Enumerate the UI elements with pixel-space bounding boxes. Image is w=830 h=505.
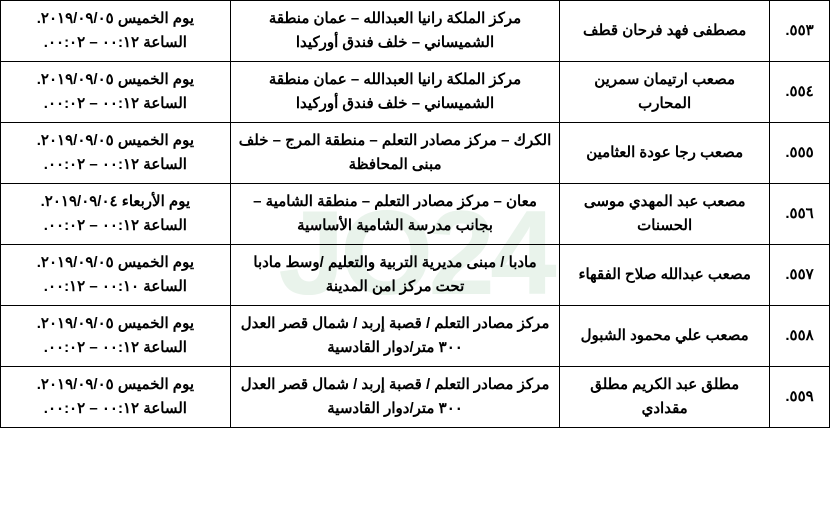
cell-name: مصعب ارتيمان سمرين المحارب	[560, 62, 770, 123]
cell-datetime: يوم الخميس ٢٠١٩/٠٩/٠٥. الساعة ٠٠:١٢ – ٠٠…	[1, 367, 231, 428]
time-text: الساعة ٠٠:١٢ – ٠٠:٠٢.	[9, 31, 222, 55]
time-text: الساعة ٠٠:١٢ – ٠٠:٠٢.	[9, 92, 222, 116]
date-text: يوم الخميس ٢٠١٩/٠٩/٠٥.	[9, 373, 222, 397]
time-text: الساعة ٠٠:١٢ – ٠٠:٠٢.	[9, 153, 222, 177]
table-row: .٥٥٦ مصعب عبد المهدي موسى الحسنات معان –…	[1, 184, 830, 245]
cell-index: .٥٥٨	[770, 306, 830, 367]
time-text: الساعة ٠٠:١٠ – ٠٠:١٢.	[9, 275, 222, 299]
cell-datetime: يوم الأربعاء ٢٠١٩/٠٩/٠٤. الساعة ٠٠:١٢ – …	[1, 184, 231, 245]
cell-datetime: يوم الخميس ٢٠١٩/٠٩/٠٥. الساعة ٠٠:١٢ – ٠٠…	[1, 1, 231, 62]
schedule-table: .٥٥٣ مصطفى فهد فرحان قطف مركز الملكة ران…	[0, 0, 830, 428]
cell-index: .٥٥٦	[770, 184, 830, 245]
cell-location: معان – مركز مصادر التعلم – منطقة الشامية…	[230, 184, 560, 245]
date-text: يوم الأربعاء ٢٠١٩/٠٩/٠٤.	[9, 190, 222, 214]
table-row: .٥٥٤ مصعب ارتيمان سمرين المحارب مركز الم…	[1, 62, 830, 123]
time-text: الساعة ٠٠:١٢ – ٠٠:٠٢.	[9, 336, 222, 360]
table-row: .٥٥٩ مطلق عبد الكريم مطلق مقدادي مركز مص…	[1, 367, 830, 428]
cell-datetime: يوم الخميس ٢٠١٩/٠٩/٠٥. الساعة ٠٠:١٢ – ٠٠…	[1, 62, 231, 123]
table-row: .٥٥٧ مصعب عبدالله صلاح الفقهاء مادبا / م…	[1, 245, 830, 306]
table-row: .٥٥٨ مصعب علي محمود الشبول مركز مصادر ال…	[1, 306, 830, 367]
date-text: يوم الخميس ٢٠١٩/٠٩/٠٥.	[9, 68, 222, 92]
table-row: .٥٥٥ مصعب رجا عودة العثامين الكرك – مركز…	[1, 123, 830, 184]
cell-location: مركز مصادر التعلم / قصبة إربد / شمال قصر…	[230, 367, 560, 428]
cell-location: الكرك – مركز مصادر التعلم – منطقة المرج …	[230, 123, 560, 184]
cell-name: مصعب عبدالله صلاح الفقهاء	[560, 245, 770, 306]
cell-datetime: يوم الخميس ٢٠١٩/٠٩/٠٥. الساعة ٠٠:١٢ – ٠٠…	[1, 123, 231, 184]
cell-name: مصعب علي محمود الشبول	[560, 306, 770, 367]
cell-location: مركز مصادر التعلم / قصبة إربد / شمال قصر…	[230, 306, 560, 367]
table-body: .٥٥٣ مصطفى فهد فرحان قطف مركز الملكة ران…	[1, 1, 830, 428]
date-text: يوم الخميس ٢٠١٩/٠٩/٠٥.	[9, 7, 222, 31]
table-row: .٥٥٣ مصطفى فهد فرحان قطف مركز الملكة ران…	[1, 1, 830, 62]
cell-index: .٥٥٤	[770, 62, 830, 123]
cell-location: مادبا / مبنى مديرية التربية والتعليم /وس…	[230, 245, 560, 306]
cell-index: .٥٥٧	[770, 245, 830, 306]
cell-index: .٥٥٩	[770, 367, 830, 428]
date-text: يوم الخميس ٢٠١٩/٠٩/٠٥.	[9, 251, 222, 275]
cell-name: مصعب عبد المهدي موسى الحسنات	[560, 184, 770, 245]
date-text: يوم الخميس ٢٠١٩/٠٩/٠٥.	[9, 129, 222, 153]
cell-index: .٥٥٣	[770, 1, 830, 62]
time-text: الساعة ٠٠:١٢ – ٠٠:٠٢.	[9, 214, 222, 238]
cell-location: مركز الملكة رانيا العبدالله – عمان منطقة…	[230, 1, 560, 62]
cell-name: مصعب رجا عودة العثامين	[560, 123, 770, 184]
time-text: الساعة ٠٠:١٢ – ٠٠:٠٢.	[9, 397, 222, 421]
cell-name: مطلق عبد الكريم مطلق مقدادي	[560, 367, 770, 428]
date-text: يوم الخميس ٢٠١٩/٠٩/٠٥.	[9, 312, 222, 336]
cell-location: مركز الملكة رانيا العبدالله – عمان منطقة…	[230, 62, 560, 123]
cell-name: مصطفى فهد فرحان قطف	[560, 1, 770, 62]
cell-datetime: يوم الخميس ٢٠١٩/٠٩/٠٥. الساعة ٠٠:١٠ – ٠٠…	[1, 245, 231, 306]
cell-datetime: يوم الخميس ٢٠١٩/٠٩/٠٥. الساعة ٠٠:١٢ – ٠٠…	[1, 306, 231, 367]
cell-index: .٥٥٥	[770, 123, 830, 184]
